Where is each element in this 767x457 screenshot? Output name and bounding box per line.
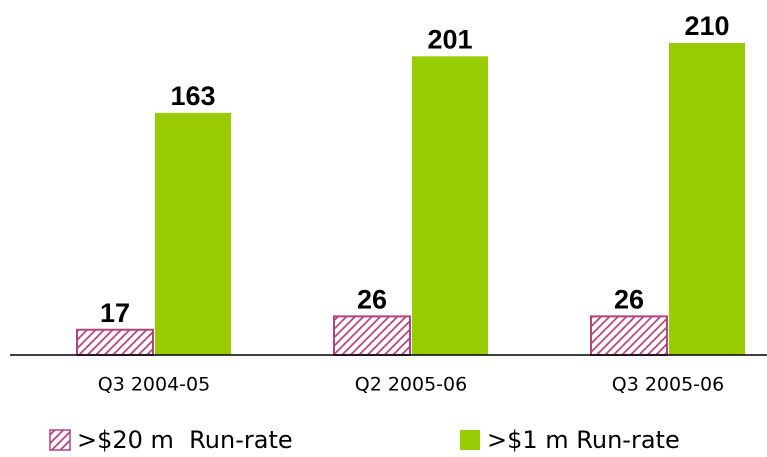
data-label: 17 [100,298,130,328]
legend-label: >$20 m Run-rate [77,426,293,454]
x-tick-label: Q3 2005-06 [612,374,724,396]
bar [76,328,154,357]
legend-swatch [460,430,480,450]
data-label: 210 [684,11,729,41]
legend-swatch [49,429,71,451]
bar [590,315,668,356]
data-label: 26 [614,284,644,314]
x-tick-label: Q3 2004-05 [98,374,210,396]
data-label: 163 [170,81,215,111]
bar [669,43,745,355]
bar [412,56,488,355]
bar [333,315,411,356]
bar [155,112,231,355]
data-label: 26 [357,284,387,314]
legend-label: >$1 m Run-rate [487,426,680,454]
x-tick-label: Q2 2005-06 [355,374,467,396]
data-label: 201 [427,24,472,54]
